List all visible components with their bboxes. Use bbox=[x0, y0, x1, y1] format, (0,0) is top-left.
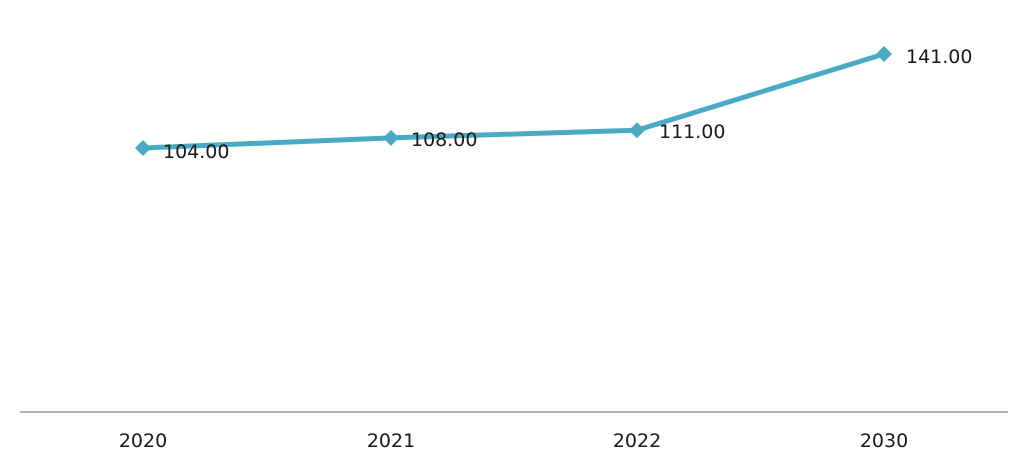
data-label-2022: 111.00 bbox=[659, 121, 725, 143]
data-labels: 104.00 108.00 111.00 141.00 bbox=[163, 46, 972, 163]
series-markers bbox=[135, 46, 892, 156]
data-label-2030: 141.00 bbox=[906, 46, 972, 68]
x-tick-label-2030: 2030 bbox=[860, 430, 908, 452]
data-marker-2021 bbox=[383, 129, 399, 146]
x-tick-label-2020: 2020 bbox=[119, 430, 167, 452]
data-marker-2020 bbox=[135, 140, 151, 156]
data-marker-2030 bbox=[876, 46, 892, 62]
x-tick-label-2021: 2021 bbox=[367, 430, 415, 452]
data-label-2020: 104.00 bbox=[163, 141, 229, 163]
data-marker-2022 bbox=[629, 122, 645, 139]
series-line bbox=[140, 51, 887, 151]
x-tick-labels: 2020 2021 2022 2030 bbox=[119, 430, 908, 452]
x-tick-label-2022: 2022 bbox=[613, 430, 661, 452]
data-label-2021: 108.00 bbox=[411, 129, 477, 151]
